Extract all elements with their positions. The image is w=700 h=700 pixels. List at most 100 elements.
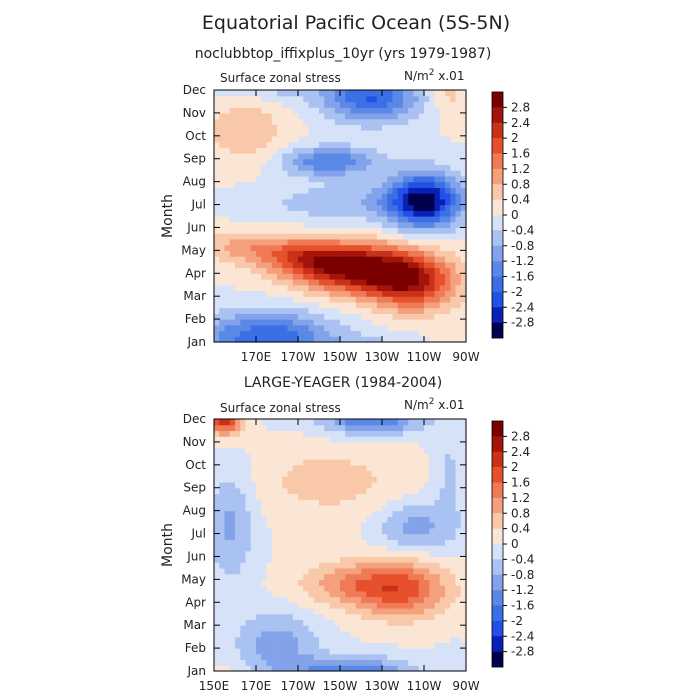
contour-cell <box>313 95 320 103</box>
contour-cell <box>229 135 236 143</box>
contour-cell <box>329 642 336 649</box>
contour-cell <box>455 499 462 506</box>
contour-cell <box>429 90 436 97</box>
contour-cell <box>245 459 252 466</box>
contour-cell <box>266 424 273 432</box>
contour-cell <box>403 441 409 449</box>
contour-cell <box>424 164 430 171</box>
contour-cell <box>235 464 241 472</box>
contour-cell <box>224 296 231 303</box>
contour-cell <box>439 95 446 103</box>
contour-cell <box>392 181 399 188</box>
contour-cell <box>413 556 420 563</box>
contour-cell <box>235 187 241 194</box>
contour-cell <box>361 636 367 643</box>
contour-cell <box>371 608 378 615</box>
contour-cell <box>292 476 299 483</box>
contour-cell <box>345 170 352 177</box>
contour-cell <box>350 130 357 137</box>
contour-cell <box>219 619 226 626</box>
contour-cell <box>308 181 315 188</box>
contour-cell <box>408 124 415 131</box>
contour-cell <box>240 539 247 546</box>
contour-cell <box>429 233 436 240</box>
contour-cell <box>308 244 315 251</box>
contour-cell <box>397 170 404 177</box>
contour-cell <box>219 613 226 621</box>
contour-cell <box>214 608 220 615</box>
contour-cell <box>403 135 409 143</box>
contour-cell <box>334 193 341 200</box>
panel-top-units-suffix: x.01 <box>434 69 464 83</box>
contour-cell <box>434 147 441 154</box>
contour-cell <box>345 590 352 598</box>
contour-cell <box>408 204 415 211</box>
contour-cell <box>334 284 341 292</box>
contour-cell <box>298 147 304 154</box>
contour-cell <box>334 441 341 449</box>
contour-cell <box>340 279 346 286</box>
contour-cell <box>224 175 231 183</box>
contour-cell <box>219 336 226 343</box>
contour-cell <box>350 147 357 154</box>
contour-cell <box>245 90 252 97</box>
contour-cell <box>392 124 399 131</box>
contour-cell <box>334 533 341 540</box>
contour-cell <box>434 590 441 598</box>
contour-cell <box>361 487 367 495</box>
contour-cell <box>298 198 304 206</box>
colorbar-label: 1.2 <box>511 491 530 505</box>
contour-cell <box>366 447 373 454</box>
contour-cell <box>250 441 257 449</box>
contour-cell <box>277 135 283 143</box>
contour-cell <box>350 579 357 586</box>
contour-cell <box>460 112 467 120</box>
contour-cell <box>308 164 315 171</box>
contour-cell <box>413 250 420 257</box>
contour-cell <box>224 187 231 194</box>
contour-cell <box>214 573 220 580</box>
contour-cell <box>361 267 367 274</box>
contour-cell <box>345 147 352 154</box>
contour-cell <box>261 135 268 143</box>
contour-cell <box>371 187 378 194</box>
contour-cell <box>418 653 425 661</box>
contour-cell <box>313 330 320 337</box>
contour-cell <box>397 436 404 443</box>
contour-cell <box>434 290 441 297</box>
contour-cell <box>277 476 283 483</box>
contour-cell <box>245 175 252 183</box>
contour-cell <box>340 510 346 517</box>
contour-cell <box>455 290 462 297</box>
contour-cell <box>303 596 310 603</box>
contour-cell <box>424 464 430 472</box>
contour-cell <box>214 313 220 320</box>
contour-cell <box>397 630 404 638</box>
contour-cell <box>361 539 367 546</box>
contour-cell <box>224 261 231 269</box>
contour-cell <box>214 482 220 489</box>
contour-cell <box>261 101 268 108</box>
contour-cell <box>387 221 394 229</box>
contour-cell <box>361 482 367 489</box>
contour-cell <box>450 516 457 523</box>
contour-cell <box>429 482 436 489</box>
contour-cell <box>282 244 289 251</box>
contour-cell <box>277 550 283 558</box>
contour-cell <box>350 170 357 177</box>
contour-cell <box>413 476 420 483</box>
contour-cell <box>298 153 304 160</box>
contour-cell <box>460 476 467 483</box>
contour-cell <box>408 550 415 558</box>
contour-cell <box>413 216 420 223</box>
contour-cell <box>371 579 378 586</box>
contour-cell <box>355 424 362 432</box>
contour-cell <box>277 227 283 234</box>
contour-cell <box>350 550 357 558</box>
contour-cell <box>229 619 236 626</box>
contour-cell <box>408 613 415 621</box>
y-tick-label: Sep <box>183 152 206 166</box>
contour-cell <box>376 470 383 477</box>
contour-cell <box>319 181 325 188</box>
contour-cell <box>282 487 289 495</box>
